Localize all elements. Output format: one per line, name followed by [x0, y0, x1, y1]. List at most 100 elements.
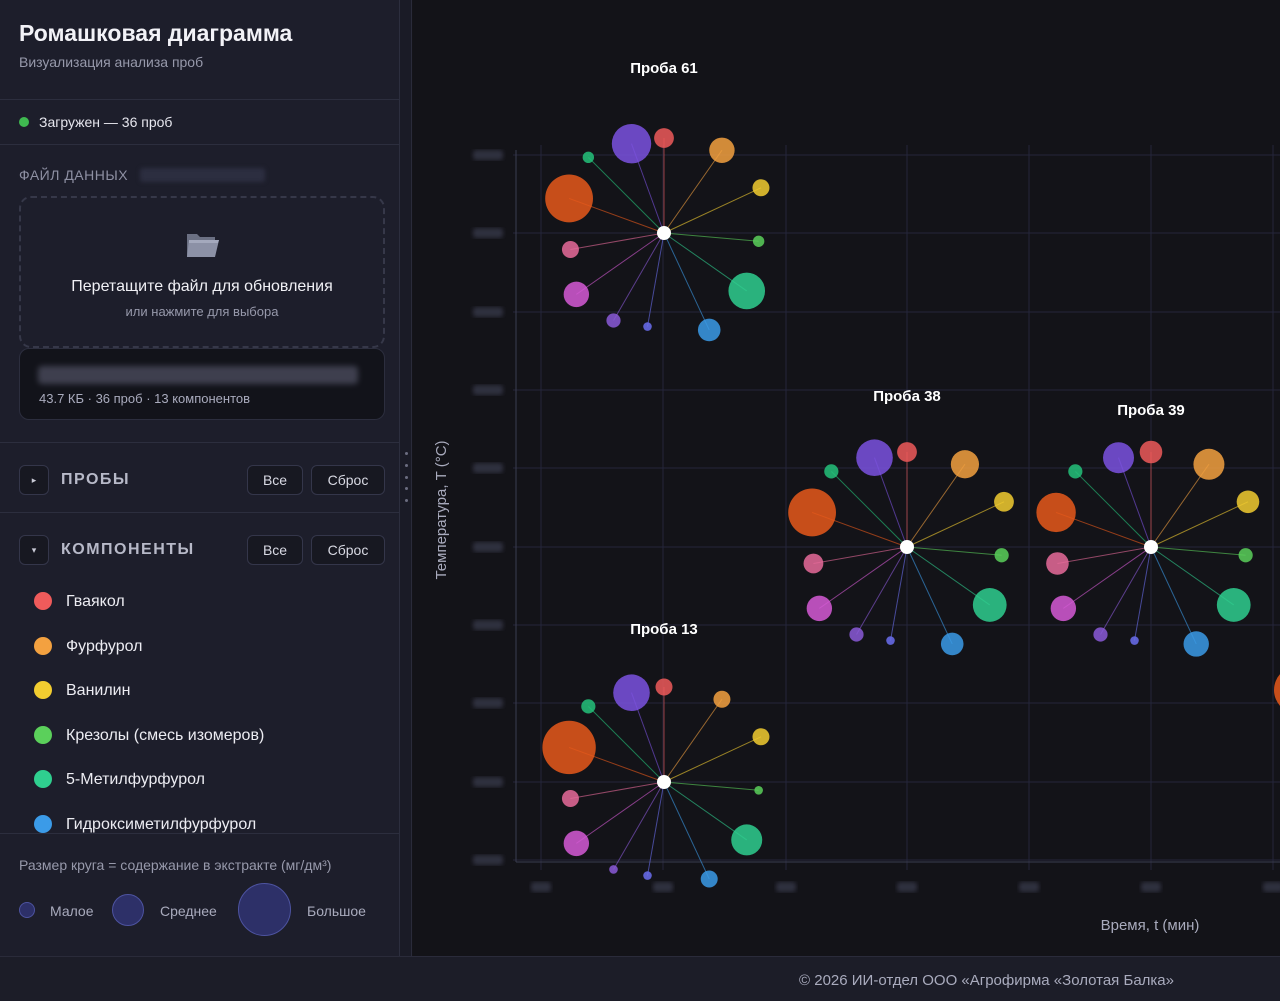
component-item[interactable]: Гидроксиметилфурфурол [0, 803, 399, 833]
component-label: Крезолы (смесь изомеров) [66, 726, 265, 744]
petal-stem [890, 546, 908, 641]
petal [1193, 448, 1225, 480]
petal-stem [647, 232, 665, 327]
petal [1139, 440, 1163, 464]
petal [697, 318, 721, 342]
petal-stem [663, 736, 762, 783]
component-item[interactable]: Ванилин [0, 669, 399, 713]
size-small-label: Малое [50, 903, 94, 919]
components-reset-button[interactable]: Сброс [311, 535, 385, 565]
petal-stem [663, 232, 759, 242]
petal-stem [1134, 546, 1152, 641]
petal [806, 595, 833, 622]
component-item[interactable]: 5-Метилфурфурол [0, 758, 399, 802]
component-label: Фурфурол [66, 637, 143, 655]
petal [994, 548, 1009, 563]
samples-reset-button[interactable]: Сброс [311, 465, 385, 495]
file-name-redacted [38, 366, 358, 384]
petal-stem [613, 232, 665, 321]
flower-center [657, 775, 671, 789]
samples-toggle-button[interactable]: ▸ [19, 465, 49, 495]
petal [752, 728, 770, 746]
petal [561, 240, 579, 258]
y-tick-label-redacted [473, 620, 503, 630]
y-tick-label-redacted [473, 228, 503, 238]
samples-section-title: ПРОБЫ [61, 471, 131, 488]
petal [824, 464, 839, 479]
status-indicator-icon [19, 117, 29, 127]
sidebar-resize-handle[interactable] [400, 0, 412, 956]
petal-stem [1074, 470, 1152, 548]
size-legend: Размер круга = содержание в экстракте (м… [0, 833, 399, 956]
petal [563, 281, 590, 308]
component-label: Гидроксиметилфурфурол [66, 816, 257, 833]
component-color-icon [34, 636, 52, 655]
petal [994, 491, 1014, 512]
loaded-file-card: 43.7 КБ · 36 проб · 13 компонентов [19, 348, 385, 420]
samples-all-button[interactable]: Все [247, 465, 303, 495]
petal [1238, 548, 1253, 563]
petal-stem [663, 781, 710, 880]
petal-stem [906, 546, 953, 645]
petal [1274, 674, 1280, 706]
footer: © 2026 ИИ-отдел ООО «Агрофирма «Золотая … [0, 956, 1280, 1001]
petal [897, 442, 917, 462]
petal-stem [1150, 463, 1210, 548]
sidebar-header: Ромашковая диаграмма Визуализация анализ… [0, 0, 399, 100]
petal-stem [663, 187, 762, 234]
petal-stem [663, 149, 723, 234]
size-legend-title: Размер круга = содержание в экстракте (м… [19, 857, 332, 873]
petal-stem [830, 470, 908, 548]
petal [609, 865, 618, 874]
petal [1093, 627, 1108, 642]
petal [713, 690, 731, 708]
dropzone-subtitle: или нажмите для выбора [125, 304, 279, 319]
x-tick-label-redacted [653, 882, 673, 892]
petal [754, 785, 763, 795]
petal-stem [856, 546, 908, 635]
chart-area: Время, t (мин) Температура, T (°C) Проба 6… [413, 0, 1280, 956]
petal [561, 789, 579, 807]
component-item[interactable]: Крезолы (смесь изомеров) [0, 714, 399, 758]
petal [563, 830, 590, 857]
petal [1103, 442, 1135, 474]
petal-stem [1057, 546, 1152, 564]
petal-stem [570, 232, 665, 250]
y-tick-label-redacted [473, 385, 503, 395]
petal [643, 871, 652, 880]
flower-label: Проба 61 [630, 60, 698, 77]
petal-stem [906, 463, 966, 548]
petal [700, 870, 718, 888]
petal-stem [1063, 546, 1152, 609]
petal [886, 636, 895, 645]
components-toggle-button[interactable]: ▾ [19, 535, 49, 565]
y-tick-label-redacted [473, 307, 503, 317]
component-color-icon [34, 770, 52, 789]
flower-center [657, 226, 671, 240]
petal-stem [813, 546, 908, 564]
petal-stem [663, 781, 748, 841]
component-color-icon [34, 815, 52, 833]
component-color-icon [34, 592, 52, 610]
petal [581, 699, 596, 714]
daisy-chart: Время, t (мин) Температура, T (°C) Проба 6… [433, 60, 1280, 934]
component-color-icon [34, 725, 52, 744]
petal [643, 322, 652, 331]
file-dropzone[interactable]: Перетащите файл для обновления или нажми… [19, 196, 385, 348]
components-all-button[interactable]: Все [247, 535, 303, 565]
petal [752, 235, 765, 247]
component-item[interactable]: Фурфурол [0, 625, 399, 669]
y-tick-label-redacted [473, 463, 503, 473]
petal [972, 588, 1007, 622]
app-subtitle: Визуализация анализа проб [19, 54, 204, 70]
petal [950, 450, 980, 479]
petal [940, 632, 964, 656]
size-large-label: Большое [307, 903, 366, 919]
petal [545, 174, 593, 223]
size-medium-icon [112, 894, 144, 926]
component-item[interactable]: Гваякол [0, 580, 399, 624]
y-axis-label: Температура, T (°C) [433, 440, 450, 579]
petal [654, 128, 674, 148]
y-tick-label-redacted [473, 542, 503, 552]
x-tick-label-redacted [1019, 882, 1039, 892]
